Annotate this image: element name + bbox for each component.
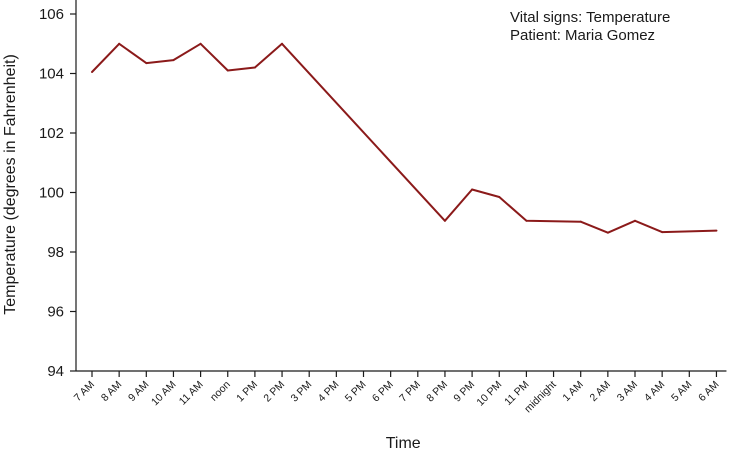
x-tick-label: 10 PM xyxy=(474,379,504,409)
x-tick-label: 8 PM xyxy=(424,379,450,405)
y-tick-label: 96 xyxy=(47,304,64,321)
x-tick-label: 9 PM xyxy=(451,379,477,405)
x-tick-label: 11 AM xyxy=(177,379,206,408)
x-tick-label: 4 PM xyxy=(316,379,342,405)
temperature-series-line xyxy=(91,42,717,234)
x-tick-label: 1 PM xyxy=(234,379,260,405)
y-tick-label: 104 xyxy=(39,66,64,83)
x-tick-label: 5 AM xyxy=(669,379,694,404)
x-tick-label: 6 PM xyxy=(370,379,396,405)
y-tick-label: 106 xyxy=(39,6,64,23)
y-tick-label: 100 xyxy=(39,185,64,202)
annotation-patient: Patient: Maria Gomez xyxy=(510,27,655,44)
x-tick-label: 9 AM xyxy=(126,379,151,404)
x-tick-label: 2 AM xyxy=(588,379,613,404)
y-axis-title: Temperature (degrees in Fahrenheit) xyxy=(2,54,19,315)
y-tick-label: 98 xyxy=(47,244,64,261)
x-tick-label: 6 AM xyxy=(696,379,721,404)
x-tick-label: 5 PM xyxy=(343,379,369,405)
y-axis-ticks: 94 96 98 100 102 104 106 xyxy=(39,6,76,380)
plot-area xyxy=(91,42,718,234)
x-tick-label: 10 AM xyxy=(149,379,179,409)
y-tick-label: 94 xyxy=(47,363,64,380)
x-tick-label: 7 AM xyxy=(72,379,97,404)
x-tick-label: 4 AM xyxy=(642,379,667,404)
x-tick-label: 7 PM xyxy=(397,379,423,405)
x-tick-label: 1 AM xyxy=(560,379,585,404)
x-tick-label: 3 AM xyxy=(615,379,640,404)
x-tick-label: noon xyxy=(208,379,233,404)
x-tick-label: 3 PM xyxy=(289,379,315,405)
x-tick-label: 2 PM xyxy=(261,379,287,405)
y-tick-label: 102 xyxy=(39,125,64,142)
annotation-vital-signs: Vital signs: Temperature xyxy=(510,9,670,26)
x-tick-label: 8 AM xyxy=(99,379,124,404)
x-axis-title: Time xyxy=(386,435,421,452)
